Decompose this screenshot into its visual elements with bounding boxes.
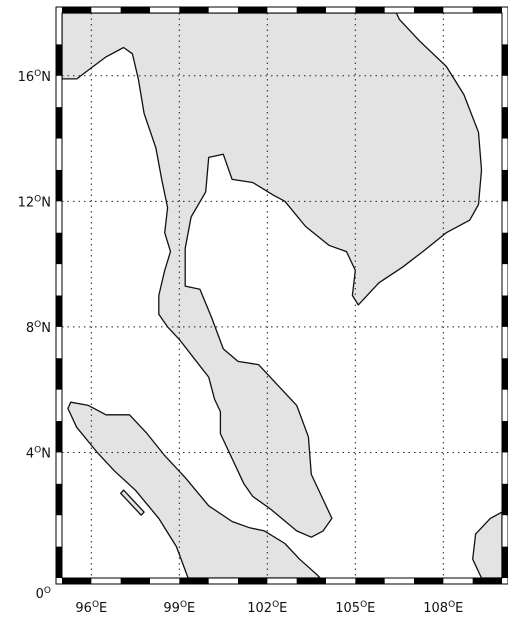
frame-segment	[414, 578, 444, 584]
land-layer	[62, 13, 502, 578]
longitude-label-102: 102OE	[247, 600, 287, 616]
frame-segment	[296, 7, 326, 13]
frame-segment	[56, 44, 62, 76]
frame-segment	[502, 44, 508, 76]
longitude-label-99: 99OE	[163, 600, 195, 616]
frame-segment	[56, 546, 62, 578]
frame-segment	[502, 421, 508, 453]
frame-segment	[355, 7, 385, 13]
longitude-label-96: 96OE	[75, 600, 107, 616]
graticule	[62, 13, 502, 578]
frame-segment	[56, 295, 62, 327]
latitude-label-0: 0O	[36, 586, 51, 602]
longitude-label-105: 105OE	[335, 600, 375, 616]
frame-segment	[296, 578, 326, 584]
frame-segment	[472, 7, 502, 13]
frame-segment	[56, 107, 62, 139]
landmass-mainland-southeast-asia	[62, 13, 483, 538]
frame-segment	[472, 578, 502, 584]
frame-segment	[56, 358, 62, 390]
frame-segment	[56, 232, 62, 265]
frame-segment	[238, 578, 268, 584]
frame-segment	[502, 169, 508, 202]
longitude-labels: 96OE 99OE 102OE 105OE 108OE	[75, 600, 463, 616]
frame-segment	[179, 7, 209, 13]
frame-segment	[502, 107, 508, 139]
frame-segment	[414, 7, 444, 13]
latitude-label-12: 12ON	[18, 194, 51, 210]
latitude-label-8: 8ON	[26, 320, 51, 336]
longitude-label-108: 108OE	[423, 600, 463, 616]
frame-segment	[56, 421, 62, 453]
frame-segment	[56, 169, 62, 202]
frame-segment	[238, 7, 268, 13]
frame-segment	[502, 483, 508, 516]
frame-segment	[502, 295, 508, 327]
frame-segment	[502, 232, 508, 265]
frame-segment	[120, 7, 150, 13]
landmass-simeulue-island	[120, 489, 145, 516]
frame-segment	[56, 483, 62, 516]
frame-segment	[502, 546, 508, 578]
frame-segment	[179, 578, 209, 584]
latitude-labels: 0O 4ON 8ON 12ON 16ON	[18, 69, 51, 602]
frame-segment	[62, 578, 92, 584]
latitude-label-4: 4ON	[26, 445, 51, 461]
landmass-sumatra	[67, 401, 321, 578]
frame-segment	[120, 578, 150, 584]
frame-segment	[355, 578, 385, 584]
frame-segment	[62, 7, 92, 13]
latitude-label-16: 16ON	[18, 69, 51, 85]
map-plot-area	[62, 13, 502, 578]
map-frame	[55, 6, 508, 585]
frame-segment	[502, 358, 508, 390]
landmass-borneo-tip	[472, 511, 502, 578]
